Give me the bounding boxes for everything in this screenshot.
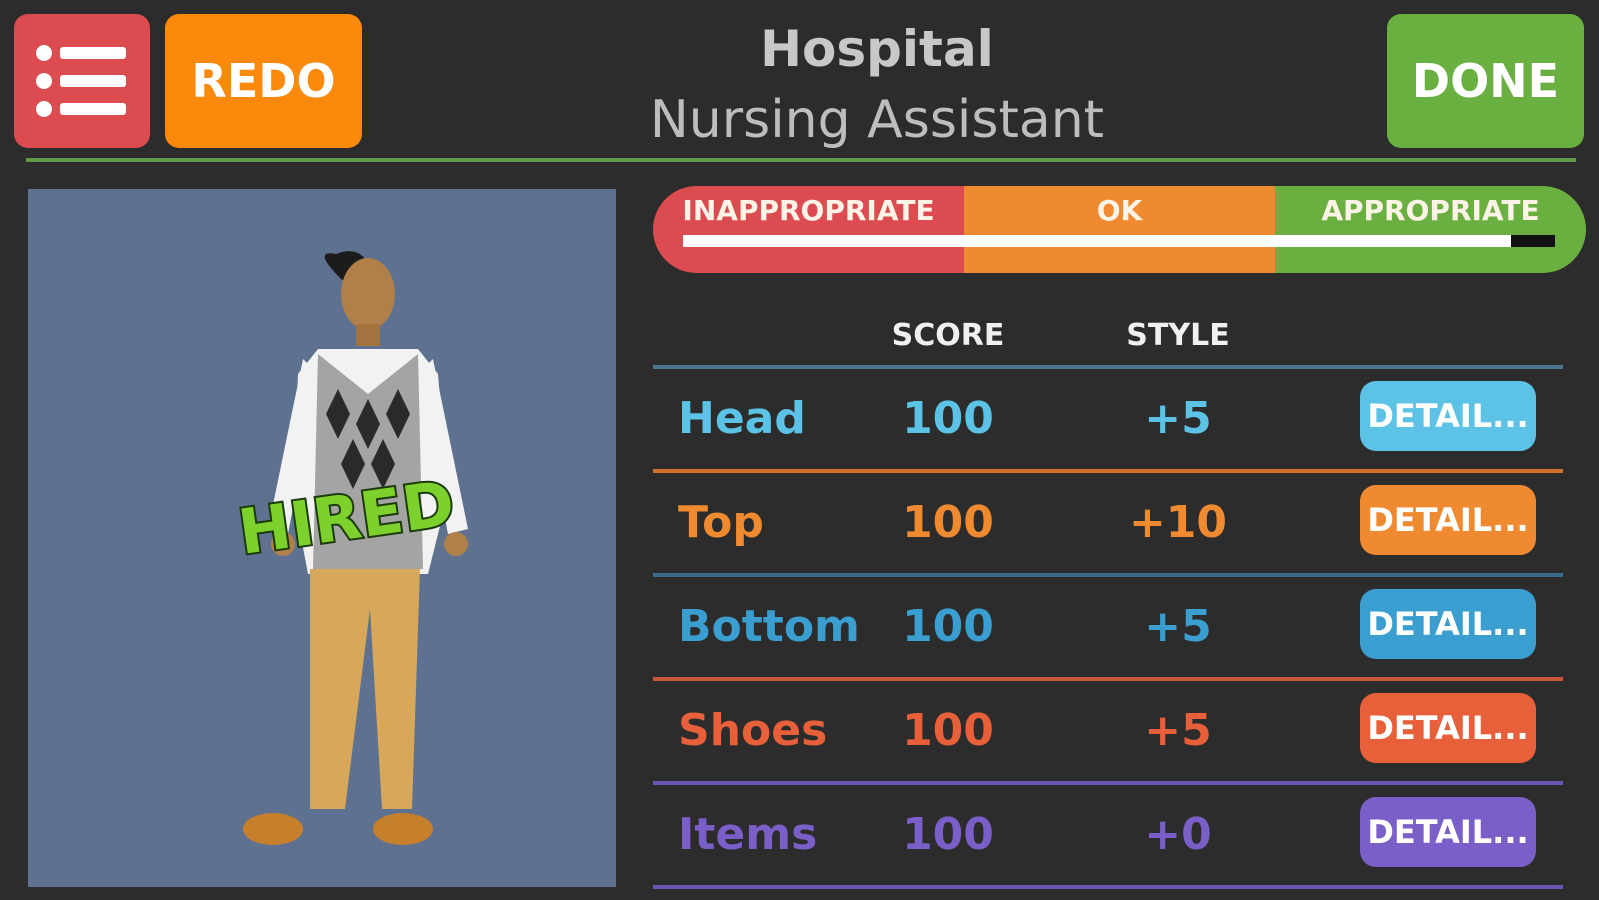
character-panel: HIRED bbox=[28, 189, 616, 887]
detail-button[interactable]: DETAIL... bbox=[1360, 693, 1536, 763]
table-divider bbox=[653, 885, 1563, 889]
score-header: SCORE bbox=[891, 318, 1005, 353]
detail-button[interactable]: DETAIL... bbox=[1360, 381, 1536, 451]
row-score: 100 bbox=[902, 497, 994, 548]
page-subtitle: Nursing Assistant bbox=[649, 90, 1105, 150]
table-divider bbox=[653, 573, 1563, 577]
row-style: +5 bbox=[1144, 393, 1212, 444]
page-title: Hospital bbox=[760, 20, 994, 78]
row-score: 100 bbox=[902, 601, 994, 652]
row-label: Shoes bbox=[678, 705, 828, 756]
table-row: Shoes 100 +5 DETAIL... bbox=[653, 677, 1563, 781]
meter-ok: OK bbox=[964, 186, 1275, 273]
row-label: Bottom bbox=[678, 601, 860, 652]
appropriateness-meter: INAPPROPRIATE OK APPROPRIATE bbox=[653, 186, 1586, 273]
redo-button[interactable]: REDO bbox=[165, 14, 362, 148]
row-style: +0 bbox=[1144, 809, 1212, 860]
meter-fill bbox=[683, 235, 1512, 247]
detail-button[interactable]: DETAIL... bbox=[1360, 485, 1536, 555]
meter-inappropriate: INAPPROPRIATE bbox=[653, 186, 964, 273]
table-divider bbox=[653, 469, 1563, 473]
row-style: +5 bbox=[1144, 601, 1212, 652]
meter-track bbox=[683, 235, 1555, 247]
menu-button[interactable] bbox=[14, 14, 150, 148]
row-style: +5 bbox=[1144, 705, 1212, 756]
table-row: Top 100 +10 DETAIL... bbox=[653, 469, 1563, 573]
list-icon bbox=[36, 45, 126, 117]
row-style: +10 bbox=[1128, 497, 1228, 548]
character-figure: HIRED bbox=[232, 251, 468, 845]
row-score: 100 bbox=[902, 705, 994, 756]
table-divider bbox=[653, 781, 1563, 785]
done-button[interactable]: DONE bbox=[1387, 14, 1584, 148]
row-score: 100 bbox=[902, 809, 994, 860]
table-row: Head 100 +5 DETAIL... bbox=[653, 365, 1563, 469]
table-row: Bottom 100 +5 DETAIL... bbox=[653, 573, 1563, 677]
row-label: Head bbox=[678, 393, 806, 444]
table-divider bbox=[653, 365, 1563, 369]
style-header: STYLE bbox=[1126, 318, 1230, 353]
row-label: Top bbox=[678, 497, 764, 548]
detail-button[interactable]: DETAIL... bbox=[1360, 589, 1536, 659]
table-row: Items 100 +0 DETAIL... bbox=[653, 781, 1563, 885]
row-score: 100 bbox=[902, 393, 994, 444]
header-divider bbox=[26, 158, 1576, 162]
meter-appropriate: APPROPRIATE bbox=[1275, 186, 1586, 273]
table-divider bbox=[653, 677, 1563, 681]
row-label: Items bbox=[678, 809, 818, 860]
detail-button[interactable]: DETAIL... bbox=[1360, 797, 1536, 867]
